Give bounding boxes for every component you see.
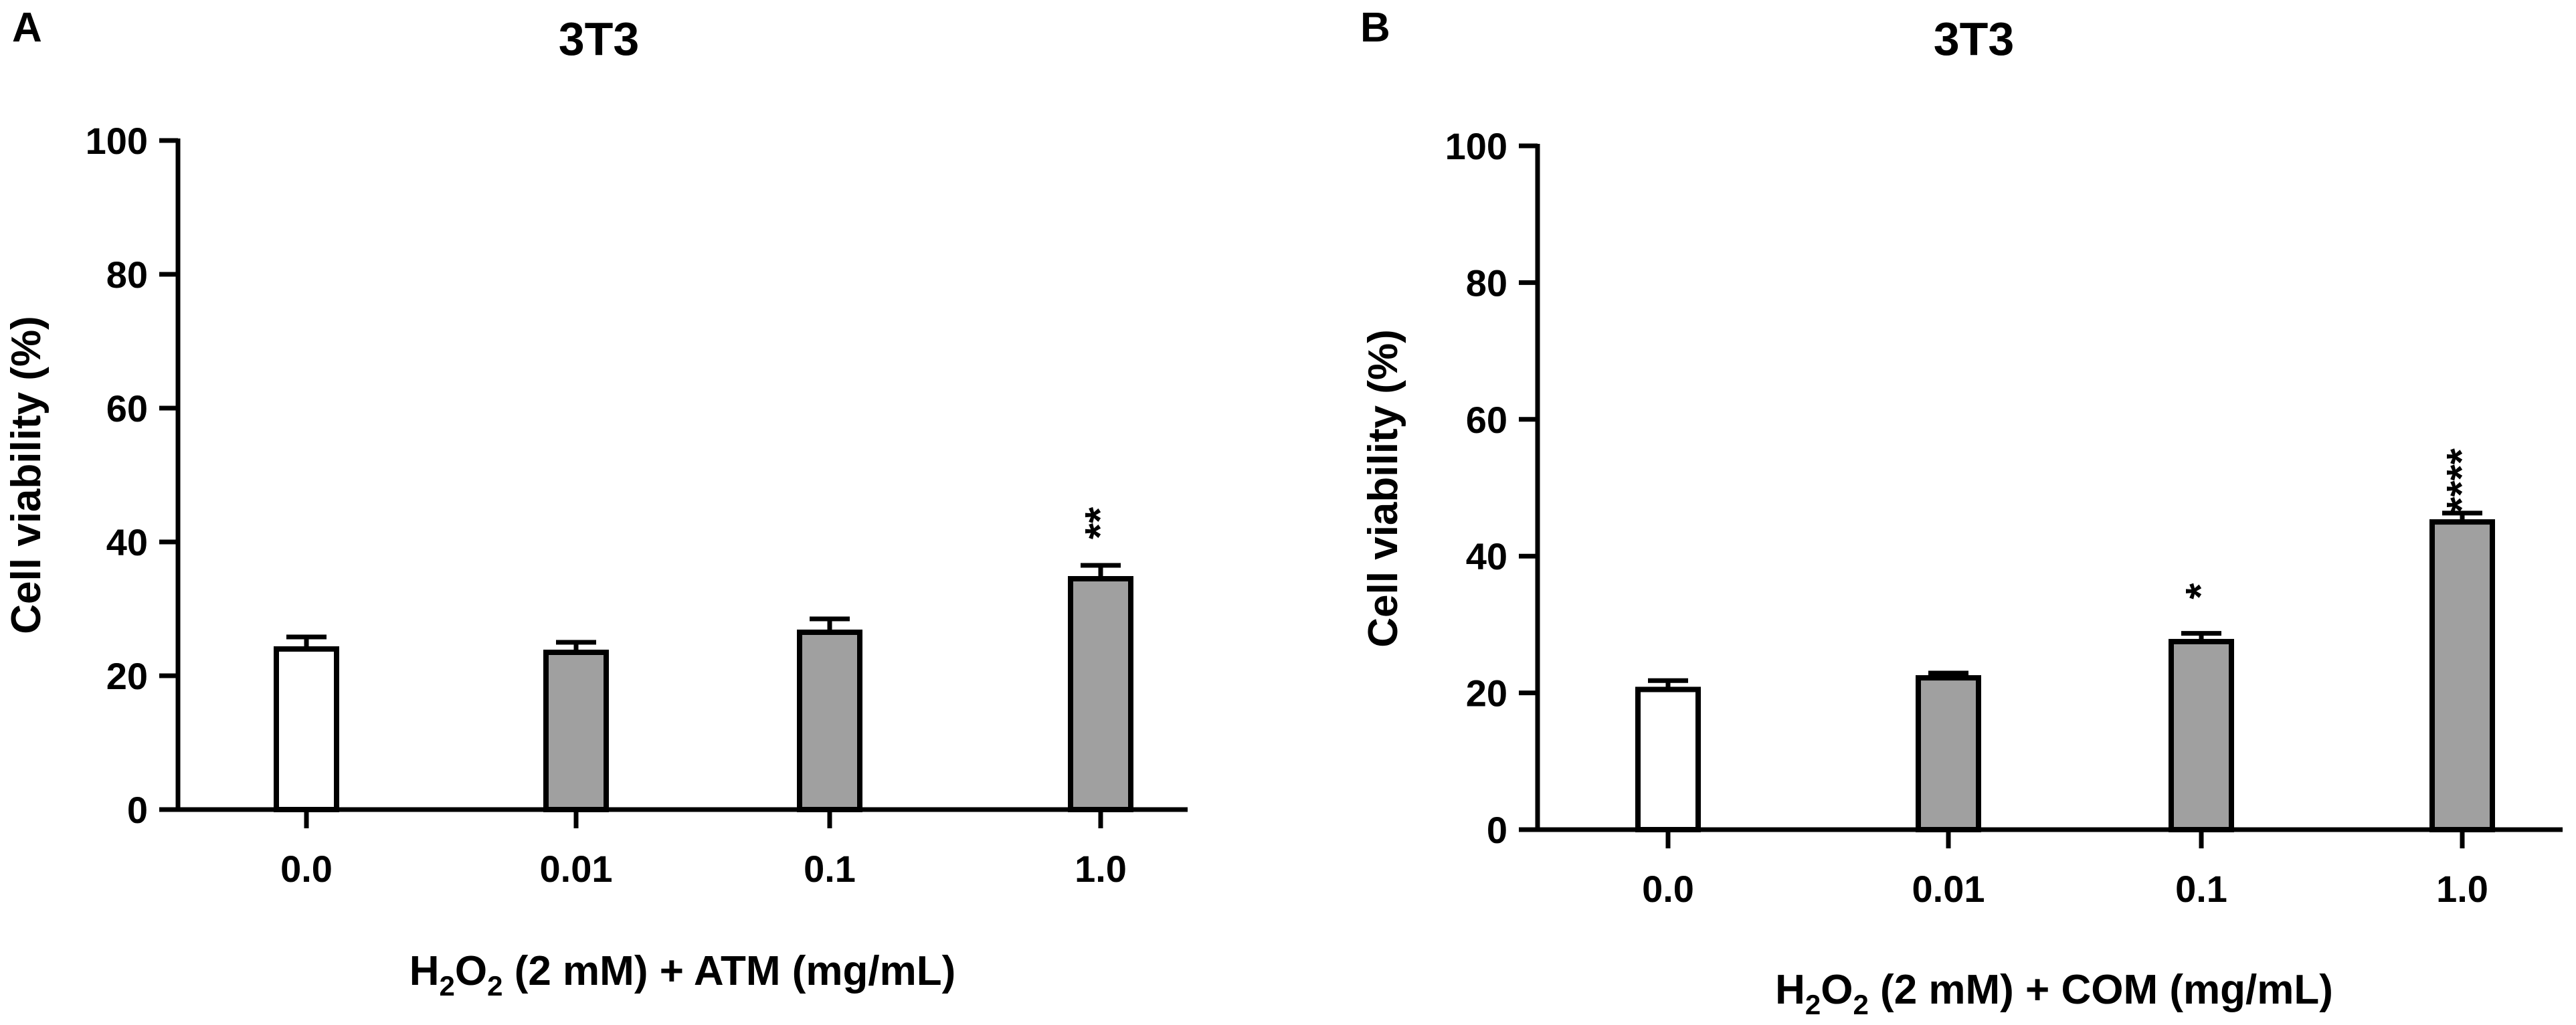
x-axis-title-mid: O [1821,967,1853,1013]
x-tick-label: 0.0 [280,848,333,890]
x-tick-label: 1.0 [1075,848,1127,890]
x-axis-title-sub1: 2 [440,970,455,1002]
x-axis-title-mid: O [455,948,487,994]
panel-letter: B [1360,5,1390,51]
y-tick-label: 40 [106,521,148,563]
x-tick-label: 0.1 [2175,868,2227,910]
x-axis-title: H2O2 (2 mM) + ATM (mg/mL) [409,948,956,1002]
y-tick-label: 100 [86,120,148,162]
x-axis-title-main: H [409,948,440,994]
significance-label: ** [1077,506,1123,539]
x-axis-title-sub2: 2 [487,970,502,1002]
significance-label: **** [2439,448,2485,512]
y-tick-label: 80 [1466,262,1507,304]
x-axis-title-main: H [1775,967,1805,1013]
x-axis-title-sub2: 2 [1853,989,1868,1020]
panel-a: A 3T3 0 20 40 60 80 100 Cell viability (%) 0.0 0.0… [3,5,1188,1002]
y-tick-label: 40 [1466,535,1507,577]
panel-b: B 3T3 0 20 40 60 80 100 Cell viability (%) 0.0 0.0… [1360,5,2563,1020]
significance-label: * [2178,583,2224,599]
y-axis-title: Cell viability (%) [1360,329,1406,647]
x-axis-title-rest: (2 mM) + COM (mg/mL) [1869,967,2333,1013]
x-axis-title: H2O2 (2 mM) + COM (mg/mL) [1775,967,2333,1020]
y-tick-label: 80 [106,254,148,296]
y-axis-title: Cell viability (%) [3,316,50,634]
y-tick-label: 20 [1466,672,1507,715]
x-axis-title-rest: (2 mM) + ATM (mg/mL) [502,948,955,994]
x-tick-label: 0.01 [540,848,613,890]
bar [1635,686,1701,832]
bar [2429,519,2495,832]
chart-title: 3T3 [559,13,640,65]
x-tick-label: 0.01 [1912,868,1985,910]
x-tick-label: 0.0 [1642,868,1694,910]
bar [1068,576,1133,812]
bar [543,650,609,812]
y-tick-label: 100 [1445,125,1507,167]
panel-letter: A [12,5,42,51]
y-tick-label: 0 [1487,809,1507,851]
bar [2169,638,2234,832]
x-tick-label: 0.1 [804,848,856,890]
x-tick-label: 1.0 [2436,868,2488,910]
chart-title: 3T3 [1934,13,2015,65]
bar [797,630,862,812]
y-tick-label: 0 [127,789,148,831]
y-tick-label: 60 [106,387,148,430]
bar [1916,675,1981,833]
x-axis-title-sub1: 2 [1805,989,1821,1020]
y-tick-label: 60 [1466,399,1507,441]
bar [274,646,339,812]
y-tick-label: 20 [106,655,148,697]
